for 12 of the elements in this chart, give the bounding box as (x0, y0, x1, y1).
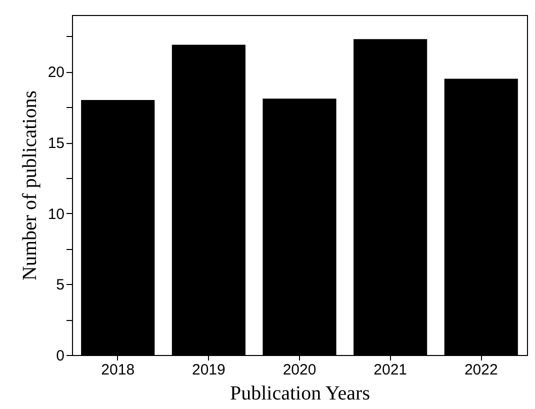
x-tick-label: 2022 (464, 362, 498, 378)
x-axis-title: Publication Years (230, 382, 370, 404)
y-axis-title: Number of publications (18, 90, 41, 280)
x-tick-label: 2021 (374, 362, 408, 378)
y-tick-label: 10 (48, 206, 64, 223)
y-tick-label: 20 (48, 64, 64, 82)
y-tick-label: 5 (56, 276, 64, 294)
y-tick-label: 15 (48, 135, 64, 152)
y-tick-label: 0 (56, 348, 64, 364)
x-tick-label: 2018 (101, 362, 135, 378)
x-tick-label: 2020 (282, 362, 316, 378)
x-tick-label: 2019 (192, 362, 226, 378)
